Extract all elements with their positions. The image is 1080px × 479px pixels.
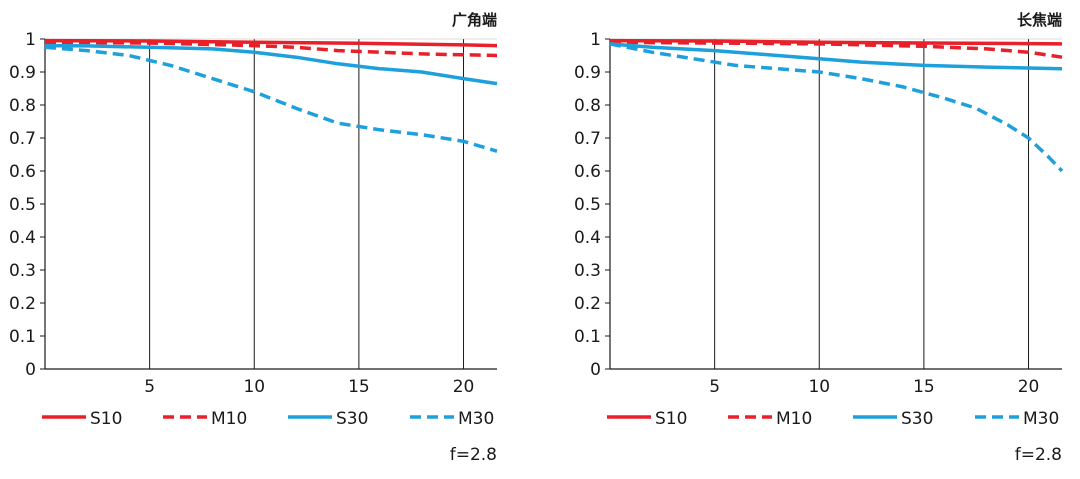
legend-label-S10: S10 — [655, 409, 687, 429]
series-line-S30 — [44, 43, 498, 86]
y-tick-label: 1 — [590, 30, 601, 50]
chart-title: 长焦端 — [1017, 11, 1062, 29]
y-tick-label: 0.7 — [574, 129, 601, 149]
y-tick-label: 0.4 — [9, 228, 36, 248]
chart-title: 广角端 — [452, 11, 497, 29]
y-tick-label: 0 — [25, 360, 36, 380]
y-tick-label: 0.9 — [574, 63, 601, 83]
x-tick-label: 10 — [808, 377, 830, 397]
x-tick-label: 5 — [709, 377, 720, 397]
y-tick-label: 0.5 — [574, 195, 601, 215]
x-tick-label: 20 — [1018, 377, 1040, 397]
y-tick-label: 0.7 — [9, 129, 36, 149]
series-line-M30 — [609, 42, 1064, 173]
y-tick-label: 1 — [25, 30, 36, 50]
x-tick-label: 20 — [453, 377, 475, 397]
x-tick-label: 5 — [144, 377, 155, 397]
series-line-M10 — [44, 40, 498, 58]
y-tick-label: 0.3 — [574, 261, 601, 281]
legend-label-M10: M10 — [776, 409, 812, 429]
y-tick-label: 0.5 — [9, 195, 36, 215]
legend-label-S30: S30 — [901, 409, 933, 429]
x-tick-label: 15 — [913, 377, 935, 397]
legend-label-S30: S30 — [336, 409, 368, 429]
y-tick-label: 0.3 — [9, 261, 36, 281]
y-tick-label: 0 — [590, 360, 601, 380]
legend-label-M30: M30 — [1023, 409, 1059, 429]
y-tick-label: 0.1 — [9, 327, 36, 347]
series-line-S10 — [44, 38, 498, 48]
y-tick-label: 0.6 — [574, 162, 601, 182]
chart-panel-1: 00.10.20.30.40.50.60.70.80.915 10 15 20广角端S… — [9, 11, 498, 465]
y-tick-label: 0.9 — [9, 63, 36, 83]
aperture-annotation: f=2.8 — [1015, 445, 1062, 465]
y-tick-label: 0.4 — [574, 228, 601, 248]
series-line-M30 — [44, 45, 498, 153]
y-tick-label: 0.1 — [574, 327, 601, 347]
legend-label-S10: S10 — [90, 409, 122, 429]
x-tick-label: 15 — [348, 377, 370, 397]
legend-label-M30: M30 — [458, 409, 494, 429]
series-line-S10 — [609, 38, 1063, 46]
y-tick-label: 0.6 — [9, 162, 36, 182]
legend-label-M10: M10 — [211, 409, 247, 429]
y-tick-label: 0.8 — [9, 96, 36, 116]
series-line-S30 — [609, 42, 1063, 71]
chart-panel-2: 00.10.20.30.40.50.60.70.80.915 10 15 20长焦端S… — [574, 11, 1064, 465]
y-tick-label: 0.2 — [9, 294, 36, 314]
y-tick-label: 0.2 — [574, 294, 601, 314]
aperture-annotation: f=2.8 — [450, 445, 497, 465]
y-tick-label: 0.8 — [574, 96, 601, 116]
series-line-M10 — [609, 40, 1063, 59]
x-tick-label: 10 — [243, 377, 265, 397]
